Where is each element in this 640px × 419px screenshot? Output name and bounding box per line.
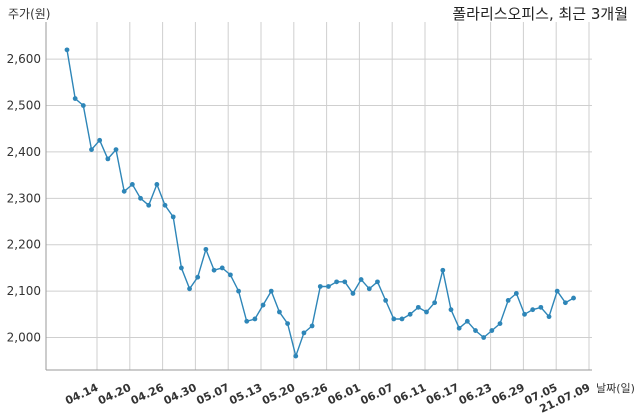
series-line	[66, 49, 574, 359]
data-point	[456, 325, 462, 331]
data-point	[350, 291, 356, 296]
data-point	[301, 330, 307, 336]
data-point	[129, 182, 135, 187]
data-point	[546, 314, 552, 320]
x-tick-label: 04.14	[63, 381, 100, 408]
data-point	[505, 298, 511, 303]
data-point	[105, 156, 111, 162]
data-point	[252, 316, 258, 322]
x-tick-label: 05.20	[260, 381, 297, 408]
y-tick-label: 2,600	[7, 52, 41, 66]
data-point	[268, 288, 274, 294]
data-point	[513, 291, 519, 296]
data-point	[236, 288, 241, 294]
grid	[46, 22, 592, 370]
data-point	[440, 267, 446, 273]
data-point	[219, 265, 225, 271]
data-point	[228, 272, 233, 278]
data-point	[89, 147, 94, 153]
data-point	[138, 195, 143, 201]
data-point	[383, 298, 389, 303]
data-point	[203, 246, 209, 252]
data-point	[334, 279, 340, 285]
data-point	[571, 295, 576, 301]
data-point	[162, 202, 168, 208]
x-tick-label: 05.07	[194, 381, 231, 407]
data-series	[64, 47, 576, 359]
data-point	[211, 267, 217, 273]
x-tick-label: 05.13	[227, 381, 264, 407]
x-tick-label: 06.07	[358, 381, 395, 407]
data-point	[562, 300, 568, 306]
y-tick-label: 2,200	[7, 238, 41, 252]
data-point	[260, 302, 266, 308]
x-tick-label: 04.20	[96, 381, 133, 408]
data-point	[473, 328, 478, 333]
y-tick-label: 2,400	[7, 145, 41, 159]
x-tick-label: 06.17	[424, 381, 461, 407]
data-point	[146, 202, 152, 208]
data-point	[309, 323, 315, 329]
data-point	[448, 307, 454, 313]
data-point	[464, 318, 470, 324]
data-point	[187, 286, 192, 292]
data-point	[407, 311, 413, 317]
data-point	[424, 309, 429, 315]
data-point	[64, 47, 70, 53]
tick-labels: 2,000 2,100 2,200 2,300 2,400 2,500 2,600 04.14…	[7, 52, 593, 416]
data-point	[97, 137, 103, 143]
data-point	[554, 288, 560, 294]
data-point	[522, 311, 527, 317]
data-point	[293, 353, 299, 359]
data-point	[358, 277, 364, 282]
x-tick-label: 06.29	[490, 381, 527, 407]
axes	[45, 22, 592, 371]
y-tick-label: 2,300	[7, 191, 41, 205]
data-point	[121, 188, 127, 194]
data-point	[391, 316, 397, 322]
data-point	[285, 321, 290, 326]
data-point	[154, 182, 160, 187]
data-point	[195, 274, 201, 280]
data-point	[178, 265, 184, 271]
y-axis-label: 주가(원)	[8, 7, 51, 21]
data-point	[277, 309, 282, 315]
data-point	[342, 279, 348, 285]
data-point	[481, 335, 487, 340]
data-point	[530, 307, 536, 313]
data-point	[432, 300, 438, 306]
data-point	[375, 279, 380, 285]
x-tick-label: 04.30	[162, 381, 199, 408]
data-point	[415, 304, 421, 310]
data-point	[399, 316, 405, 322]
x-tick-label: 04.26	[129, 381, 166, 408]
x-axis-label: 날짜(일)	[596, 382, 635, 395]
y-tick-label: 2,100	[7, 284, 41, 298]
data-point	[113, 147, 119, 153]
x-tick-label: 06.01	[326, 381, 363, 407]
x-tick-label: 05.26	[293, 381, 330, 408]
data-point	[489, 328, 495, 333]
data-point	[366, 286, 372, 292]
data-point	[80, 103, 86, 108]
data-point	[538, 304, 544, 310]
x-tick-label: 06.23	[457, 381, 494, 407]
x-tick-label: 06.11	[391, 381, 428, 407]
y-tick-label: 2,500	[7, 99, 41, 113]
data-point	[72, 96, 78, 101]
data-point	[326, 284, 331, 289]
chart-title: 폴라리스오피스, 최근 3개월	[452, 5, 628, 23]
data-point	[170, 214, 176, 220]
y-tick-label: 2,000	[7, 331, 41, 345]
data-point	[244, 318, 250, 324]
data-point	[317, 284, 323, 289]
data-point	[497, 321, 503, 326]
